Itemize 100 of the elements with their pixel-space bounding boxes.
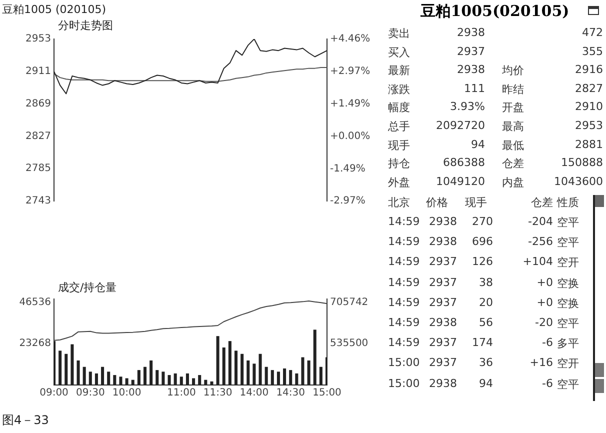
text: 270 bbox=[471, 215, 493, 228]
text: 2881 bbox=[574, 138, 603, 151]
x-tick-label: 11:00 bbox=[166, 388, 196, 399]
text: 卖出 bbox=[388, 26, 411, 41]
text: 36 bbox=[478, 356, 493, 370]
text: 94 bbox=[470, 138, 485, 151]
bar bbox=[283, 368, 286, 385]
chart-title: 豆粕1005 (020105) bbox=[2, 2, 106, 17]
text: 2937 bbox=[429, 276, 457, 289]
bar bbox=[125, 378, 128, 385]
bar bbox=[192, 378, 196, 385]
text: -6 bbox=[541, 376, 553, 390]
text: 2937 bbox=[429, 356, 457, 370]
text: 总手 bbox=[388, 119, 411, 134]
text: 持仓 bbox=[388, 156, 411, 172]
y-tick-label: 2869 bbox=[26, 98, 51, 110]
x-tick-label: 09:00 bbox=[40, 388, 68, 399]
text: 2938 bbox=[456, 26, 485, 39]
text: 性质 bbox=[557, 195, 580, 210]
bar bbox=[113, 375, 116, 385]
text: 空平 bbox=[557, 235, 580, 250]
bar bbox=[174, 373, 177, 385]
text: 2938 bbox=[429, 235, 457, 248]
bar bbox=[216, 336, 220, 385]
bar bbox=[319, 366, 322, 385]
bar bbox=[107, 372, 110, 385]
bar bbox=[270, 370, 274, 385]
x-tick-label: 15:00 bbox=[312, 388, 342, 399]
y-tick-label: 2785 bbox=[26, 163, 51, 174]
text: 2910 bbox=[574, 100, 603, 114]
text: 150888 bbox=[560, 156, 603, 170]
text: 最低 bbox=[502, 138, 525, 153]
text: -204 bbox=[527, 215, 553, 228]
y-tick-label: 23268 bbox=[19, 338, 51, 350]
bar bbox=[88, 372, 92, 385]
text: 2937 bbox=[429, 336, 457, 350]
y-tick-label: 2827 bbox=[26, 130, 51, 142]
text: 1043600 bbox=[553, 174, 603, 188]
x-tick-label: 09:30 bbox=[76, 388, 105, 399]
y2-tick-label: +1.49% bbox=[330, 98, 370, 110]
x-tick-label: 10:00 bbox=[112, 388, 142, 399]
text: 14:59 bbox=[388, 276, 421, 289]
text: 最新 bbox=[388, 63, 411, 78]
text: +0 bbox=[536, 296, 553, 309]
text: 空平 bbox=[557, 316, 580, 331]
text: 14:59 bbox=[388, 235, 421, 248]
y-tick-label: 46536 bbox=[19, 296, 51, 308]
text: 昨结 bbox=[502, 82, 525, 97]
text: 空平 bbox=[557, 215, 580, 230]
bar bbox=[82, 366, 86, 385]
text: 2916 bbox=[574, 63, 603, 76]
bar bbox=[180, 376, 183, 385]
bar bbox=[289, 370, 292, 385]
bar bbox=[162, 372, 165, 385]
x-tick-label: 11:30 bbox=[203, 388, 232, 399]
text: -6 bbox=[541, 336, 553, 350]
bar bbox=[252, 364, 256, 385]
text: 空开 bbox=[557, 255, 580, 270]
text: 686388 bbox=[442, 156, 485, 170]
text: 15:00 bbox=[388, 376, 421, 390]
text: 北京 bbox=[388, 196, 410, 209]
text: 价格 bbox=[425, 195, 449, 210]
bar bbox=[94, 373, 98, 385]
text: 126 bbox=[471, 255, 493, 268]
text: 2938 bbox=[429, 376, 457, 390]
chart-title: 成交/持仓量 bbox=[58, 280, 117, 295]
bar bbox=[264, 366, 268, 385]
bar bbox=[150, 360, 153, 385]
bar bbox=[119, 376, 122, 385]
text: 买入 bbox=[388, 44, 411, 60]
bar bbox=[276, 372, 280, 385]
text: 空换 bbox=[557, 276, 580, 291]
y2-tick-label: 705742 bbox=[330, 296, 368, 308]
bar bbox=[143, 366, 147, 385]
text: 2092720 bbox=[435, 119, 485, 132]
text: 2937 bbox=[456, 44, 485, 58]
text: 94 bbox=[478, 376, 493, 390]
bar bbox=[76, 360, 80, 385]
text: 472 bbox=[581, 26, 603, 39]
text: 豆粕1005(020105) bbox=[420, 2, 570, 21]
y-tick-label: 2743 bbox=[26, 196, 51, 207]
bar bbox=[64, 354, 68, 385]
text: 696 bbox=[471, 235, 493, 248]
y-tick-label: 2911 bbox=[26, 66, 51, 77]
text: 内盘 bbox=[502, 174, 525, 190]
text: +16 bbox=[528, 356, 553, 370]
text: 355 bbox=[581, 44, 603, 58]
bar bbox=[198, 375, 202, 385]
y2-tick-label: +0.00% bbox=[330, 130, 370, 142]
text: +104 bbox=[522, 255, 553, 268]
text: 14:59 bbox=[388, 296, 421, 309]
y2-tick-label: +4.46% bbox=[330, 34, 370, 45]
text: 均价 bbox=[502, 63, 525, 78]
bar bbox=[131, 380, 134, 385]
text: -20 bbox=[534, 316, 553, 329]
text: 3.93% bbox=[449, 100, 485, 114]
caption: 图4－33 bbox=[2, 412, 49, 429]
text: 外盘 bbox=[388, 174, 411, 190]
bar bbox=[101, 366, 104, 385]
text: 现手 bbox=[388, 138, 411, 153]
